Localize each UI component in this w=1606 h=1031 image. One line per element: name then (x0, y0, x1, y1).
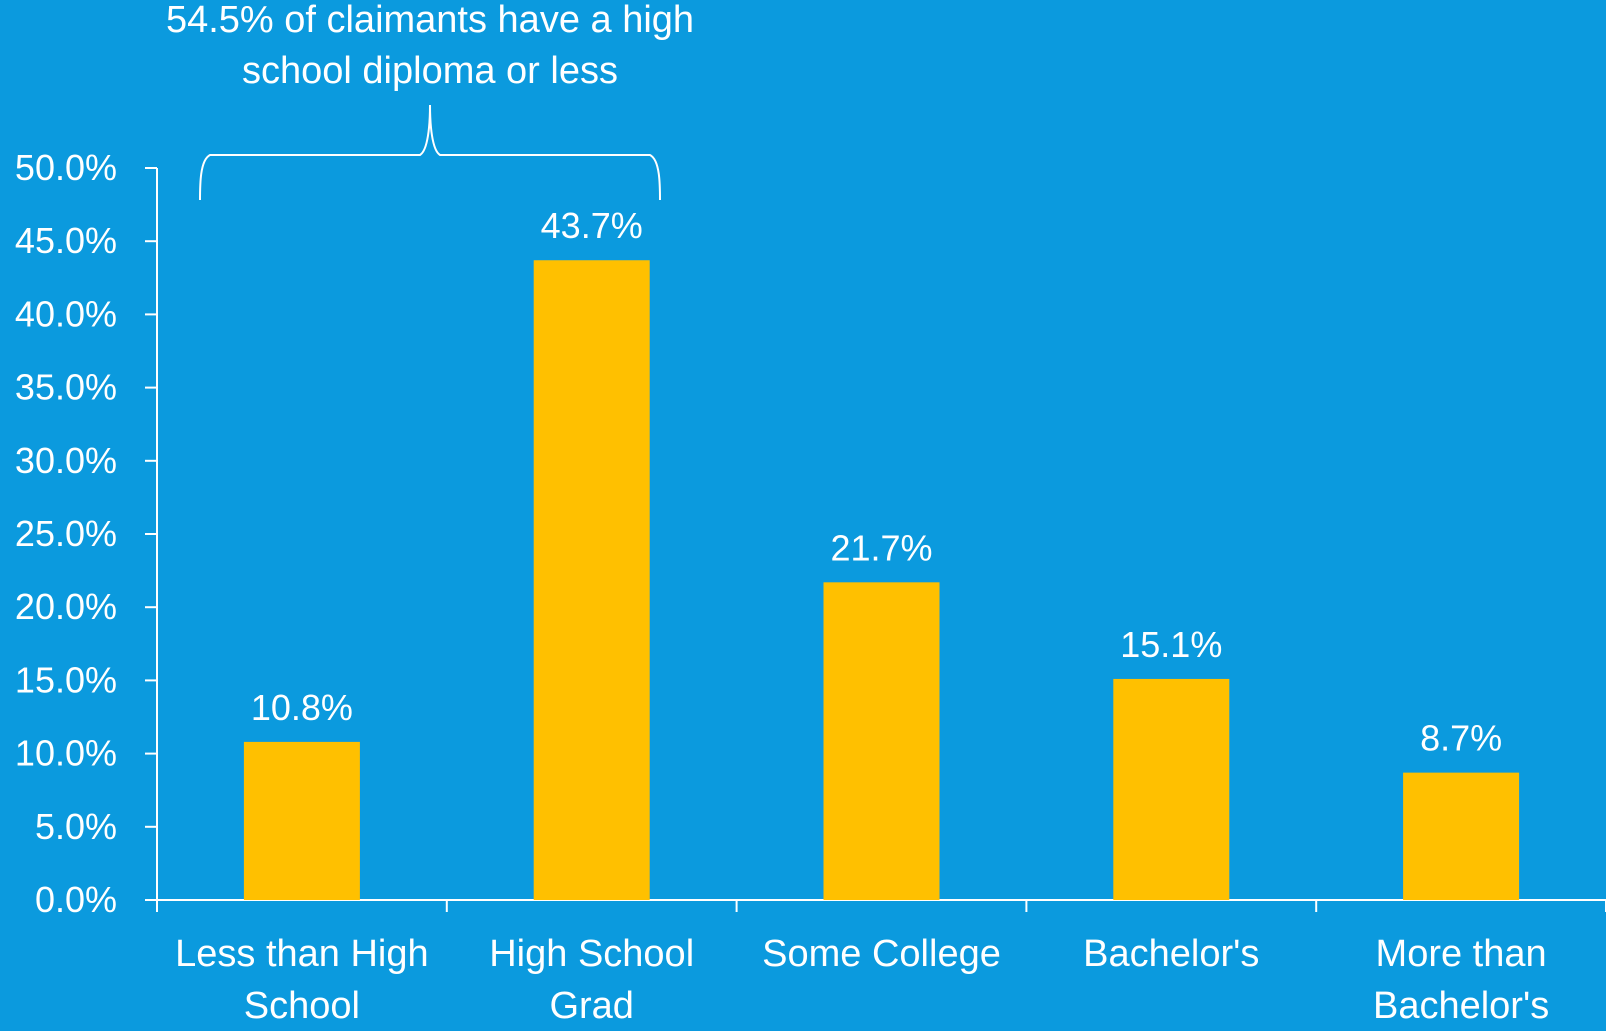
x-category-label: Bachelor's (1373, 985, 1549, 1026)
axes: 0.0% 5.0% 10.0% 15.0% 20.0% 25.0% 30.0% 35.0% 40… (15, 147, 1606, 1027)
y-tick-label: 10.0% (15, 733, 117, 774)
y-tick-label: 40.0% (15, 293, 117, 334)
annotation: 54.5% of claimants have a high school di… (166, 0, 694, 201)
y-tick-label: 45.0% (15, 220, 117, 261)
y-tick-label: 5.0% (35, 806, 117, 847)
x-category-label: More than (1376, 933, 1547, 975)
bar (823, 582, 940, 900)
annotation-line-1: 54.5% of claimants have a high (166, 0, 694, 41)
y-tick-label: 20.0% (15, 586, 117, 627)
bar-value-label: 43.7% (541, 205, 643, 246)
x-category-label: Less than High (175, 933, 429, 975)
bar-value-label: 15.1% (1120, 624, 1222, 665)
bar (533, 260, 650, 900)
bar (243, 741, 360, 900)
bar (1403, 772, 1520, 900)
x-category-label: Grad (549, 985, 633, 1026)
y-tick-label: 30.0% (15, 440, 117, 481)
x-category-label: Bachelor's (1083, 933, 1259, 975)
y-tick-label: 50.0% (15, 147, 117, 188)
bar (1113, 678, 1230, 900)
x-category-label: School (244, 985, 360, 1026)
y-tick-label: 35.0% (15, 367, 117, 408)
annotation-line-2: school diploma or less (242, 50, 618, 92)
annotation-brace (199, 104, 661, 201)
x-category-label: High School (489, 933, 694, 975)
bars: 10.8% 43.7% 21.7% 15.1% 8.7% (243, 205, 1520, 900)
y-tick-label: 25.0% (15, 513, 117, 554)
x-category-label: Some College (762, 933, 1001, 975)
bar-value-label: 8.7% (1420, 718, 1502, 759)
bar-value-label: 21.7% (830, 527, 932, 568)
bar-value-label: 10.8% (251, 687, 353, 728)
y-tick-label: 15.0% (15, 659, 117, 700)
y-tick-label: 0.0% (35, 879, 117, 920)
